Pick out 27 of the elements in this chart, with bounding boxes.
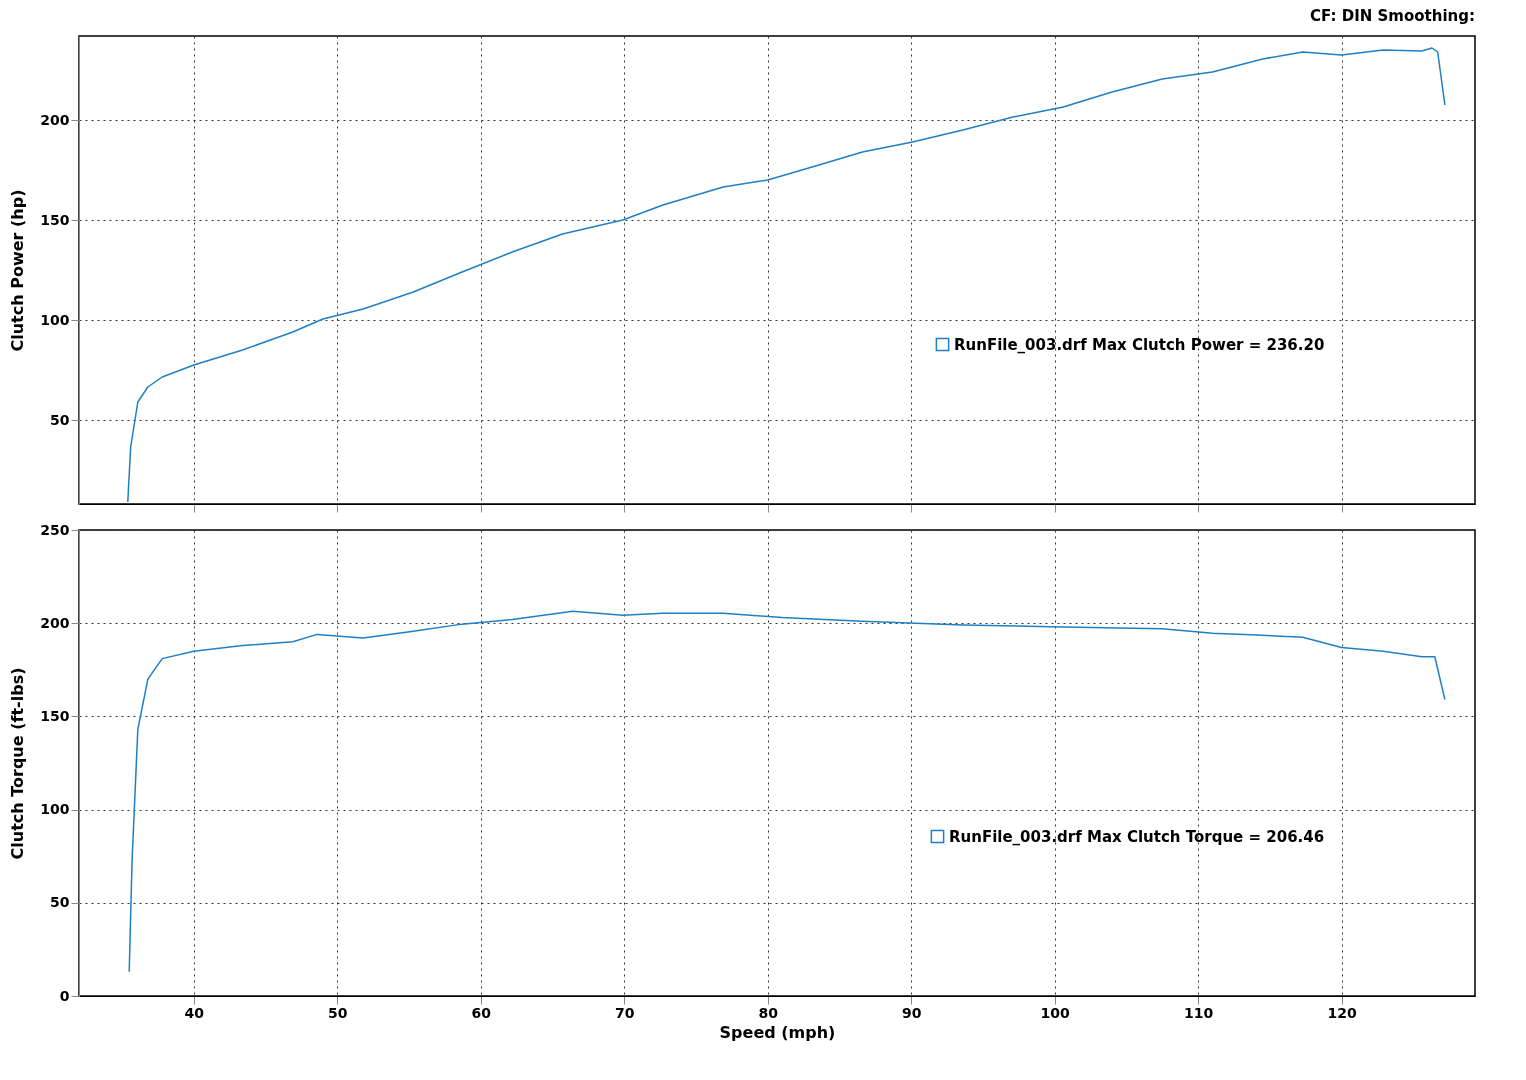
x-tick-label: 120 bbox=[1327, 1004, 1357, 1021]
x-tick-label: 100 bbox=[1040, 1004, 1070, 1021]
y-tick-label: 150 bbox=[40, 211, 70, 228]
x-tick-label: 90 bbox=[901, 1004, 922, 1021]
y-tick-label: 200 bbox=[40, 111, 70, 128]
x-axis-title: Speed (mph) bbox=[719, 1022, 836, 1042]
y-tick-label: 50 bbox=[50, 411, 70, 428]
x-tick-label: 60 bbox=[471, 1004, 492, 1021]
line-series bbox=[128, 610, 1446, 973]
x-tick-label: 110 bbox=[1183, 1004, 1214, 1021]
y-tick-label: 100 bbox=[40, 311, 70, 328]
x-tick-label: 80 bbox=[758, 1004, 779, 1021]
y-tick-label: 50 bbox=[50, 894, 70, 911]
x-tick-label: 50 bbox=[328, 1004, 348, 1021]
text: CF: DIN Smoothing: bbox=[1310, 7, 1475, 25]
legend-label: RunFile_003.drf Max Clutch Power = 236.20 bbox=[954, 335, 1325, 354]
y-axis-title: Clutch Power (hp) bbox=[8, 189, 28, 352]
x-tick-label: 40 bbox=[184, 1004, 205, 1021]
y-tick-label: 200 bbox=[40, 614, 70, 631]
y-tick-label: 0 bbox=[59, 987, 70, 1004]
y-axis-title: Clutch Torque (ft-lbs) bbox=[8, 667, 28, 860]
legend-label: RunFile_003.drf Max Clutch Torque = 206.46 bbox=[949, 827, 1325, 846]
line-series bbox=[127, 47, 1446, 503]
y-tick-label: 150 bbox=[40, 707, 70, 724]
y-tick-label: 100 bbox=[40, 801, 70, 818]
y-tick-label: 250 bbox=[40, 521, 70, 538]
x-tick-label: 70 bbox=[614, 1004, 635, 1021]
